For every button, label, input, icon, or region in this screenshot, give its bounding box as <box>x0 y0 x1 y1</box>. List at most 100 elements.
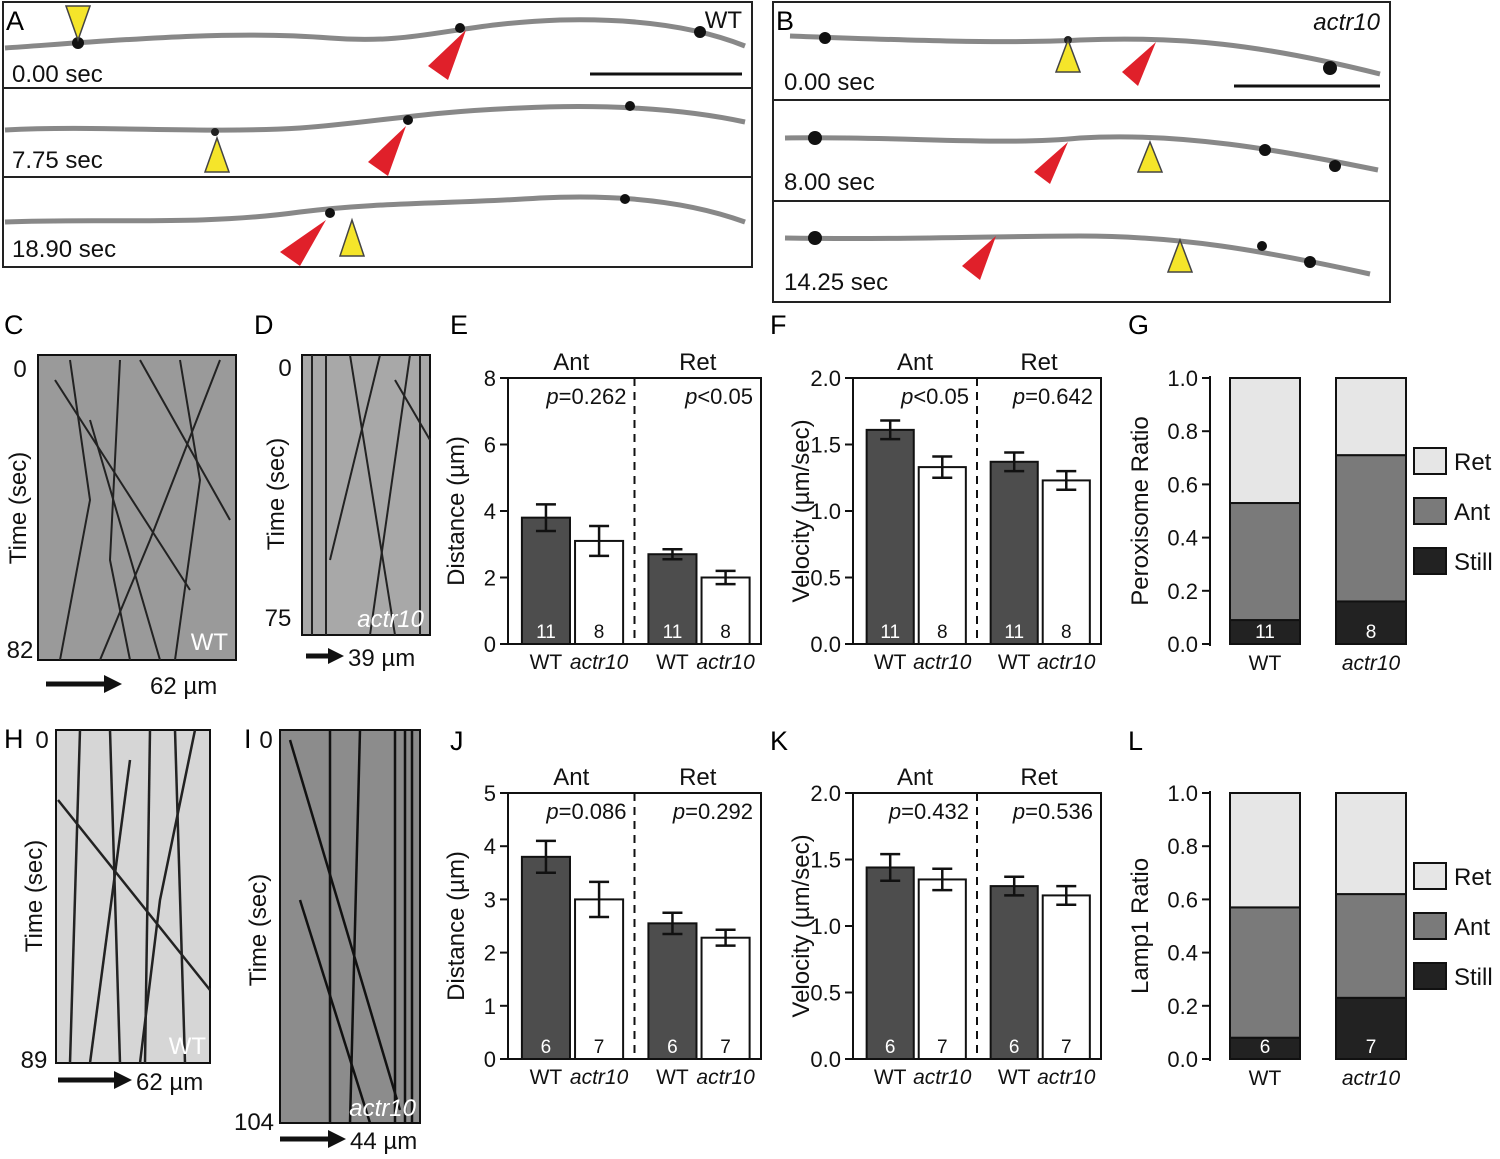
y-tick-label: 0.2 <box>1167 579 1198 604</box>
panel-letter: L <box>1128 726 1143 756</box>
y-tick-label: 0 <box>484 632 496 657</box>
y-tick-label: 3 <box>484 887 496 912</box>
stack-segment-ant <box>1335 454 1407 603</box>
timestamp: 0.00 sec <box>12 61 103 88</box>
timestamp: 18.90 sec <box>12 236 116 263</box>
bar <box>647 922 698 1061</box>
y-tick-label: 5 <box>484 781 496 806</box>
arrow-right-icon <box>104 675 122 693</box>
scale-label: 44 µm <box>350 1128 417 1155</box>
y-tick-label: 4 <box>484 499 496 524</box>
time-end: 104 <box>234 1109 274 1136</box>
y-tick-label: 0.8 <box>1167 419 1198 444</box>
genotype-label: actr10 <box>357 606 424 633</box>
group-label: Ret <box>1020 764 1058 791</box>
stack-segment-ant <box>1229 502 1301 622</box>
n-label: 11 <box>1255 622 1275 643</box>
kymo-tracks <box>311 354 431 636</box>
group-label: Ret <box>679 349 717 376</box>
chart-e: E 0 2 4 6 8 Distance (µm) 11 WT 8 actr10 11 WT 8 actr1… <box>443 310 762 674</box>
bar <box>700 576 751 645</box>
chart-f: F 0.0 0.5 1.0 1.5 2.0 Velocity (µm/sec) 11 WT 8 ac… <box>770 310 1102 674</box>
p-value: p=0.432 <box>888 799 969 824</box>
red-arrowhead-icon <box>280 220 326 266</box>
y-tick-label: 0.8 <box>1167 834 1198 859</box>
legend-swatch-ant <box>1413 912 1447 940</box>
y-tick-label: 1.0 <box>810 499 841 524</box>
n-label: 7 <box>937 1037 948 1058</box>
bar <box>865 428 915 645</box>
p-value: p=0.536 <box>1012 799 1093 824</box>
legend-swatch-ant <box>1413 497 1447 525</box>
n-label: 8 <box>1061 622 1072 643</box>
y-tick-label: 4 <box>484 834 496 859</box>
genotype-label: WT <box>705 7 743 34</box>
legend-swatch-ret <box>1413 447 1447 475</box>
stack-segment-ret <box>1229 792 1301 909</box>
kymograph <box>279 729 421 1124</box>
time-axis-label: Time (sec) <box>263 438 290 550</box>
legend-label: Ant <box>1454 914 1490 941</box>
y-tick-label: 0.5 <box>810 566 841 591</box>
bar <box>1041 894 1091 1060</box>
yellow-arrowhead-icon <box>203 135 231 173</box>
n-label: 11 <box>1004 622 1024 643</box>
panel-letter: J <box>450 726 464 756</box>
red-arrowhead-icon <box>1122 42 1156 86</box>
legend-swatch-still <box>1413 547 1447 575</box>
legend-swatch-ret <box>1413 862 1447 890</box>
chart-j: J 0 1 2 3 4 5 Distance (µm) 6 WT 7 actr10 6 WT 7 actr10… <box>443 726 762 1089</box>
time-start: 0 <box>35 727 48 754</box>
bar <box>520 516 571 646</box>
y-tick-label: 2.0 <box>810 366 841 391</box>
scale-label: 39 µm <box>348 645 415 672</box>
timestamp: 8.00 sec <box>784 169 875 196</box>
yellow-arrowhead-icon <box>1136 139 1164 173</box>
panel-c: C 0 82 Time (sec) WT 62 µm <box>4 310 237 700</box>
n-label: 6 <box>667 1037 678 1058</box>
x-tick-label: actr10 <box>913 1066 972 1089</box>
bar <box>917 878 967 1061</box>
n-label: 8 <box>1366 622 1377 643</box>
kymo-tracks <box>54 359 231 661</box>
time-end: 75 <box>265 605 292 632</box>
y-tick-label: 1.5 <box>810 433 841 458</box>
legend-swatch-still <box>1413 962 1447 990</box>
time-end: 82 <box>7 637 34 664</box>
genotype-label: actr10 <box>1313 9 1380 36</box>
panel-a: A WT 0.00 sec 7.75 sec 18.90 sec <box>2 1 753 268</box>
bar <box>989 885 1039 1060</box>
scale-label: 62 µm <box>150 673 217 700</box>
charts: E 0 2 4 6 8 Distance (µm) 11 WT 8 actr10 11 WT 8 actr1… <box>443 310 1493 1090</box>
genotype-label: WT <box>169 1033 207 1060</box>
group-label: Ant <box>897 764 933 791</box>
n-label: 7 <box>1366 1037 1377 1058</box>
bar <box>1041 479 1091 645</box>
stack-segment-still <box>1335 996 1407 1061</box>
time-start: 0 <box>13 356 26 383</box>
panel-letter: A <box>6 6 24 36</box>
panel-letter: C <box>4 310 24 340</box>
n-label: 11 <box>663 622 683 643</box>
x-tick-label: WT <box>874 1066 907 1089</box>
x-tick-label: WT <box>1249 1067 1282 1090</box>
legend-label: Ant <box>1454 499 1490 526</box>
n-label: 6 <box>1009 1037 1020 1058</box>
y-tick-label: 2 <box>484 566 496 591</box>
chart-l: L 0.0 0.2 0.4 0.6 0.8 1.0 Lamp1 Ratio 6 WT 7 actr10… <box>1127 726 1493 1090</box>
panel-letter: H <box>4 724 24 754</box>
x-tick-label: WT <box>1249 652 1282 675</box>
yellow-arrowhead-icon <box>338 217 366 257</box>
panel-letter: E <box>450 310 468 340</box>
kymo-tracks <box>57 729 211 1064</box>
x-tick-label: actr10 <box>570 1066 629 1089</box>
legend-label: Still <box>1454 549 1493 576</box>
panel-b: B actr10 0.00 sec 8.00 sec 14.25 sec <box>772 1 1391 303</box>
p-value: p=0.292 <box>672 799 753 824</box>
panel-d: D 0 75 Time (sec) actr10 39 µm <box>254 310 431 672</box>
bar <box>574 539 625 645</box>
y-tick-label: 0.0 <box>1167 632 1198 657</box>
panel-h: H 0 89 Time (sec) WT 62 µm <box>4 724 211 1096</box>
n-label: 7 <box>1061 1037 1072 1058</box>
bar <box>520 855 571 1061</box>
